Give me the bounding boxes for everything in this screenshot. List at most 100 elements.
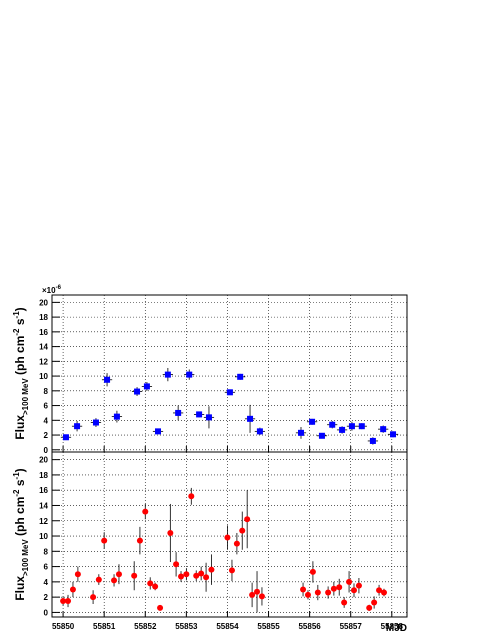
x-tick-label: 55851 <box>93 622 116 631</box>
x-tick-label: 55855 <box>257 622 280 631</box>
y-axis-title-part: (ph cm <box>13 336 27 379</box>
y-axis-title-part: (ph cm <box>13 497 27 540</box>
data-point <box>380 426 387 433</box>
data-point <box>143 383 150 390</box>
y-tick-label: 10 <box>39 532 48 541</box>
data-point <box>147 580 154 587</box>
data-point <box>341 599 348 606</box>
x-tick-label: 55853 <box>175 622 198 631</box>
data-point <box>164 371 171 378</box>
y-tick-label: 0 <box>44 446 49 455</box>
y-tick-label: 14 <box>39 343 48 352</box>
x-tick-label: 55857 <box>340 622 363 631</box>
data-point <box>239 527 246 534</box>
data-point <box>101 537 108 544</box>
y-tick-label: 8 <box>44 387 49 396</box>
data-point <box>390 431 397 438</box>
data-point <box>136 537 143 544</box>
data-point <box>152 583 159 590</box>
data-point <box>155 428 162 435</box>
data-point <box>297 429 304 436</box>
data-point <box>196 411 203 418</box>
y-tick-label: 6 <box>44 563 49 572</box>
data-point <box>193 572 200 579</box>
data-point <box>60 597 67 604</box>
y-tick-label: 14 <box>39 501 48 510</box>
data-point <box>258 593 265 600</box>
y-tick-label: 12 <box>39 357 48 366</box>
data-point <box>183 571 190 578</box>
data-point <box>74 571 81 578</box>
data-point <box>256 428 263 435</box>
y-axis-title-part: s <box>13 318 27 328</box>
y-tick-label: 0 <box>44 608 49 617</box>
data-point <box>74 423 81 430</box>
x-tick-label: 55850 <box>52 622 75 631</box>
y-axis-title-part: -2 <box>12 489 21 497</box>
data-point <box>175 409 182 416</box>
y-axis-title-part: Flux <box>13 576 27 601</box>
y-tick-label: 8 <box>44 547 49 556</box>
y-tick-label: 16 <box>39 486 48 495</box>
y-tick-label: 12 <box>39 517 48 526</box>
multiplier-base: ×10 <box>42 286 56 295</box>
plot-frame <box>51 451 408 618</box>
data-point <box>233 540 240 547</box>
data-point <box>134 388 141 395</box>
data-point <box>247 415 254 422</box>
y-tick-label: 10 <box>39 372 48 381</box>
data-point <box>111 577 118 584</box>
data-point <box>90 594 97 601</box>
data-point <box>249 591 256 598</box>
y-tick-label: 16 <box>39 328 48 337</box>
data-point <box>329 421 336 428</box>
y-tick-label: 4 <box>44 578 49 587</box>
x-axis-title: MJD <box>386 623 407 634</box>
data-point <box>244 516 251 523</box>
data-point <box>104 376 111 383</box>
data-point <box>314 589 321 596</box>
x-tick-label: 55856 <box>298 622 321 631</box>
data-point <box>369 437 376 444</box>
data-point <box>336 584 343 591</box>
y-axis-title-part: ) <box>13 468 27 472</box>
data-point <box>380 589 387 596</box>
y-tick-label: 2 <box>44 431 49 440</box>
x-tick-label: 55854 <box>216 622 239 631</box>
data-point <box>69 586 76 593</box>
data-point <box>157 604 164 611</box>
data-point <box>318 432 325 439</box>
data-point <box>309 418 316 425</box>
y-axis-title-part: Flux <box>13 415 27 440</box>
data-point <box>330 585 337 592</box>
y-axis-title-part: -1 <box>12 311 21 319</box>
y-tick-label: 2 <box>44 593 49 602</box>
data-point <box>142 508 149 515</box>
data-point <box>62 434 69 441</box>
multiplier-exp: -6 <box>56 285 62 291</box>
data-point <box>188 493 195 500</box>
x-tick-label: 55852 <box>134 622 157 631</box>
data-point <box>65 597 72 604</box>
data-point <box>186 371 193 378</box>
y-axis-title-part: s <box>13 479 27 489</box>
x-tick-label: 55858 <box>381 622 404 631</box>
y-axis-title-part: -1 <box>12 472 21 480</box>
y-axis-title-part: ) <box>13 307 27 311</box>
data-point <box>355 582 362 589</box>
y-tick-label: 4 <box>44 416 49 425</box>
y-axis-title-part: >100 MeV <box>21 539 30 576</box>
y-axis-title: Flux>100 MeV (ph cm-2 s-1) <box>12 468 30 600</box>
data-point <box>203 574 210 581</box>
y-axis-title: Flux>100 MeV (ph cm-2 s-1) <box>12 307 30 439</box>
data-point <box>224 534 231 541</box>
data-point <box>350 587 357 594</box>
y-tick-label: 20 <box>39 298 48 307</box>
data-point <box>173 561 180 568</box>
data-point <box>92 419 99 426</box>
y-tick-label: 18 <box>39 313 48 322</box>
data-point <box>226 389 233 396</box>
data-point <box>198 570 205 577</box>
axis-multiplier: ×10-6 <box>42 285 62 295</box>
data-point <box>348 423 355 430</box>
